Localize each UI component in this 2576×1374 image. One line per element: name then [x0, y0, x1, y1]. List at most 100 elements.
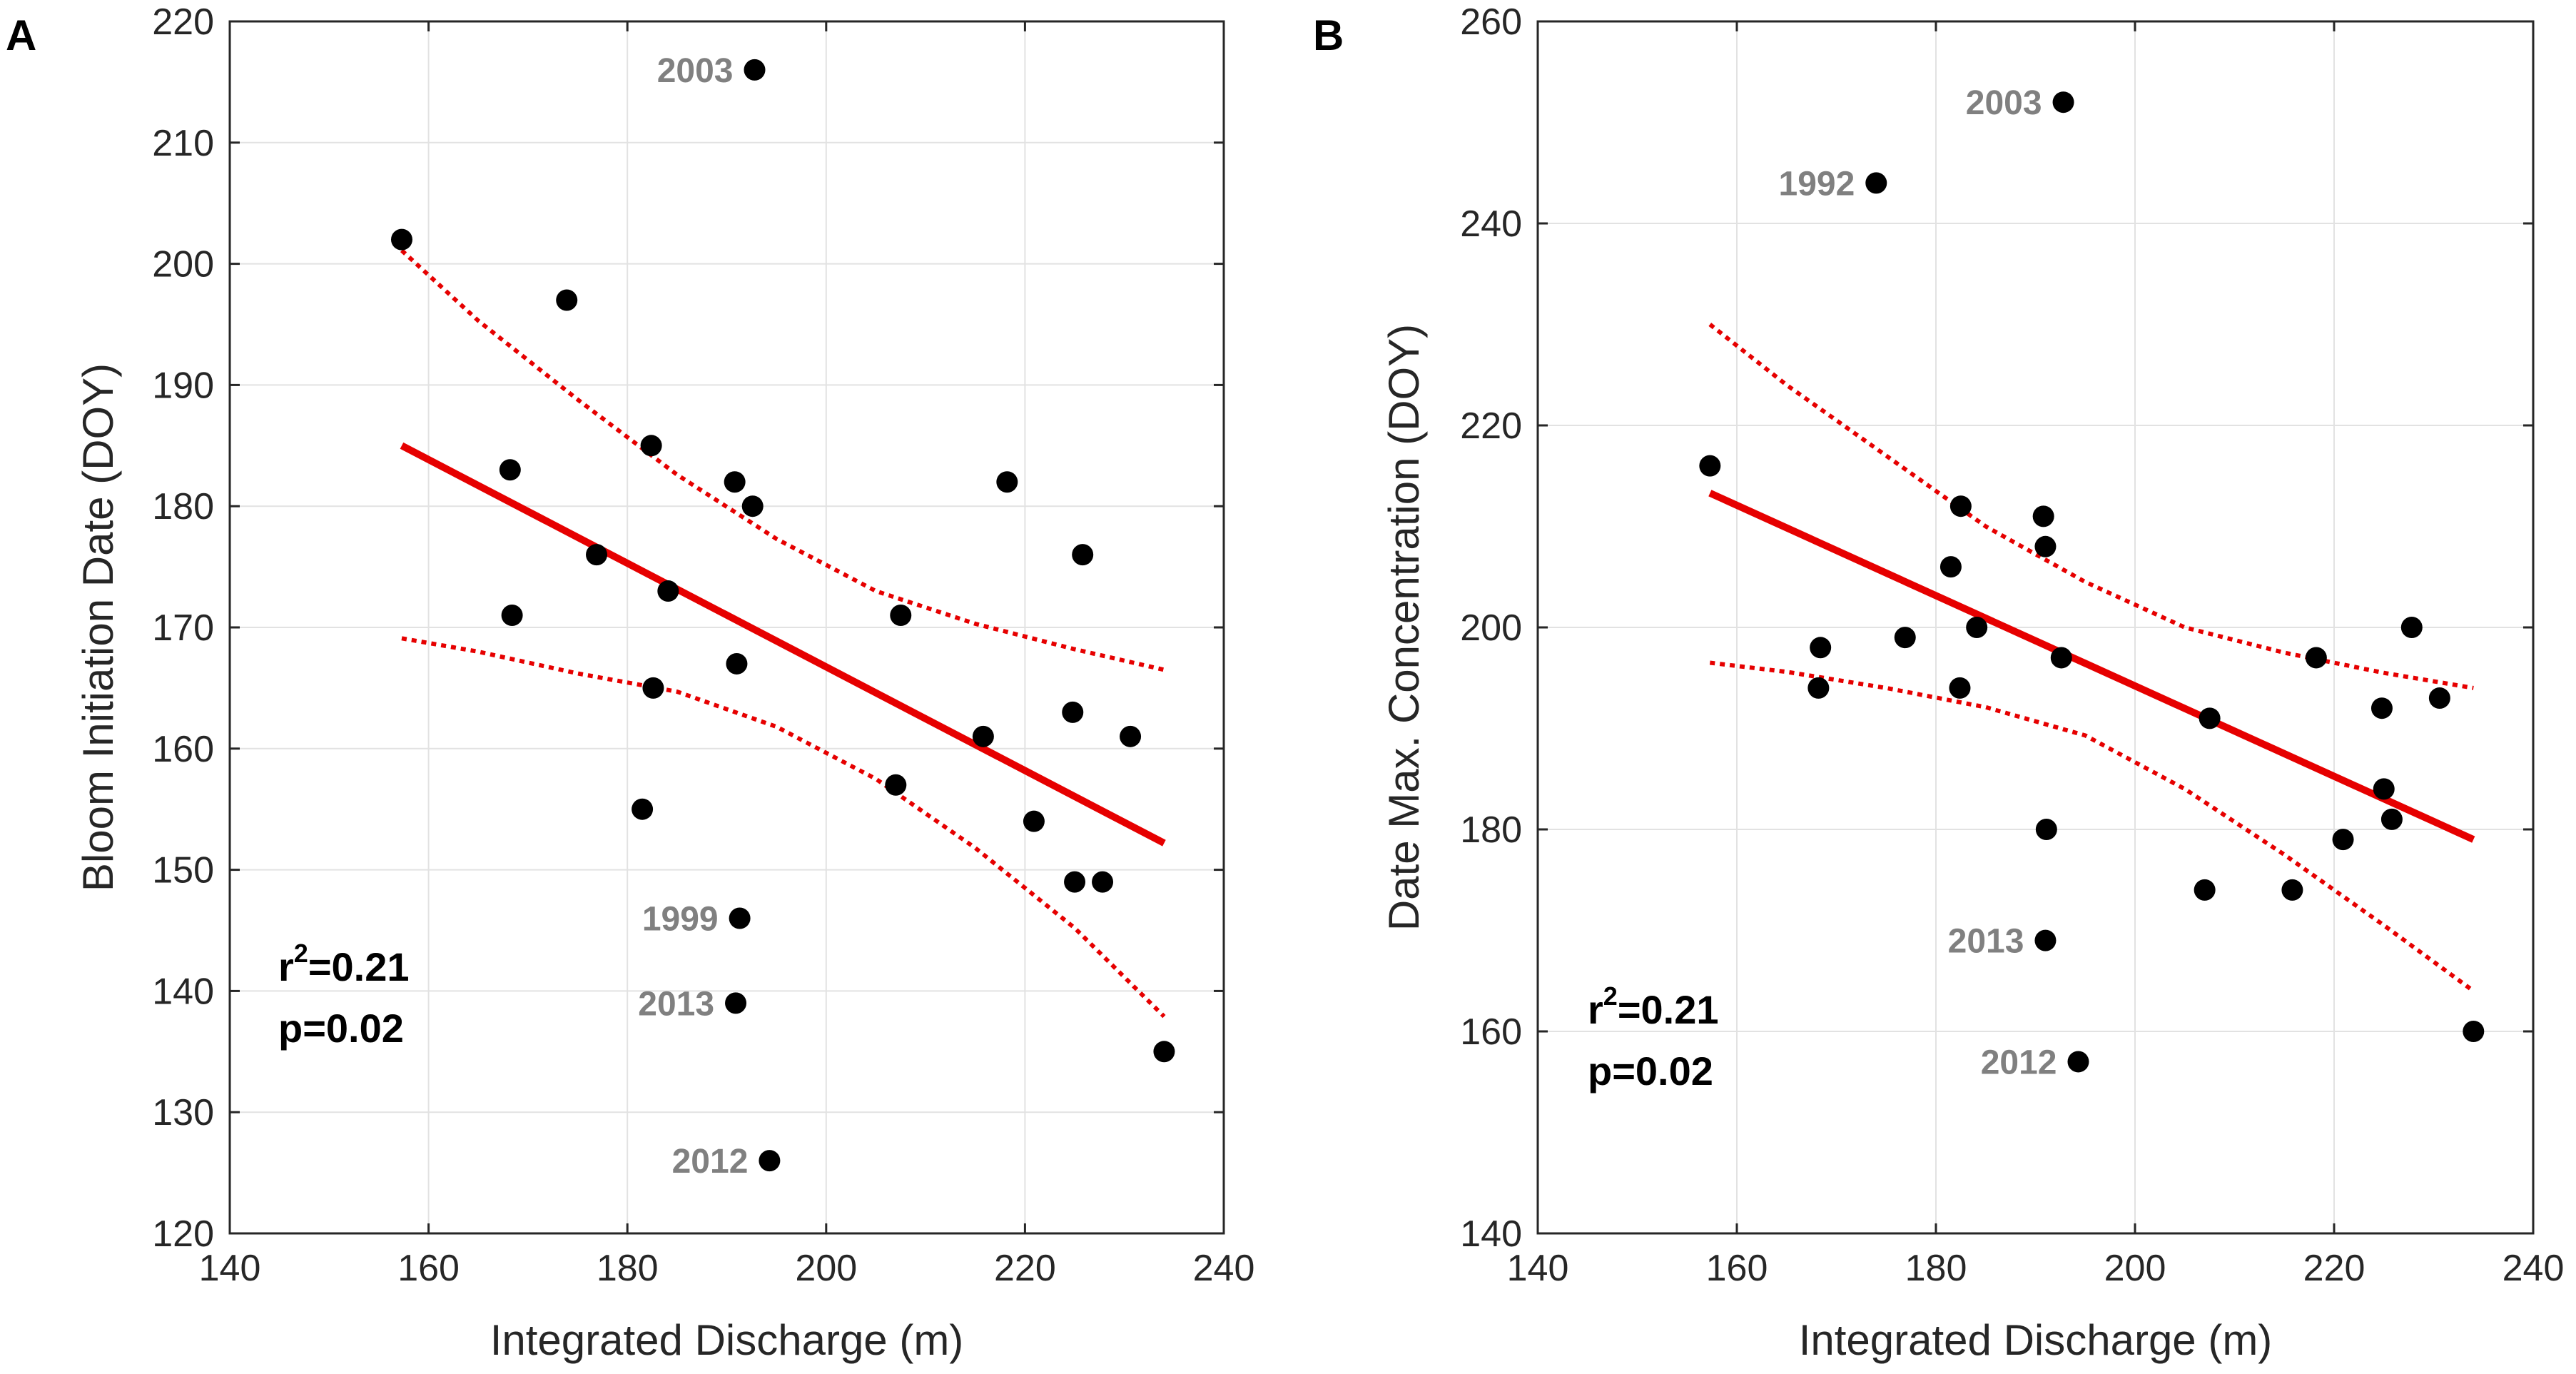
panel-a-y-axis-label: Bloom Initiation Date (DOY): [74, 363, 122, 891]
panel-a-data-point: [556, 289, 578, 311]
panel-b-x-tick-label: 140: [1507, 1248, 1569, 1289]
panel-a-x-tick-label: 160: [397, 1248, 460, 1289]
panel-a-data-point: [890, 605, 912, 627]
panel-a-data-point: [501, 605, 523, 627]
panel-b-x-tick-label: 180: [1905, 1248, 1967, 1289]
panel-b-data-point: [2463, 1021, 2485, 1042]
panel-a-data-point: [1120, 725, 1142, 747]
panel-b-y-tick-label: 200: [1460, 607, 1522, 649]
panel-a-data-point: [744, 59, 766, 81]
panel-b-year-label: 1992: [1779, 165, 1855, 203]
panel-a-x-tick-label: 200: [795, 1248, 857, 1289]
panel-b-confidence-lower-bound: [1709, 660, 2475, 993]
panel-b-y-tick-label: 220: [1460, 405, 1522, 447]
panel-a-y-tick-label: 180: [152, 486, 214, 527]
panel-a-data-point: [642, 677, 664, 699]
panel-b-data-point: [1807, 677, 1830, 699]
panel-a-year-label: 1999: [642, 901, 719, 939]
panel-a-p-value: p=0.02: [278, 1006, 404, 1051]
panel-b-data-point: [2380, 808, 2403, 830]
panel-a-r-squared-value: =0.21: [308, 944, 410, 989]
panel-a-points: [390, 59, 1175, 1172]
panel-a-confidence-upper-bound: [400, 248, 1165, 672]
panel-a-series: [400, 248, 1166, 1019]
panel-b-letter: B: [1313, 11, 1344, 59]
panel-b-data-point: [1894, 627, 1916, 649]
panel-b-data-point: [1966, 617, 1988, 638]
panel-a-grid: [229, 21, 1224, 1234]
panel-a-year-label: 2003: [657, 52, 734, 90]
panel-a-regression-line: [400, 442, 1166, 847]
panel-b-confidence-upper-bound: [1708, 323, 2474, 690]
panel-b-data-point: [2052, 91, 2074, 113]
panel-a-data-point: [1092, 871, 1114, 893]
panel-b-data-point: [1949, 677, 1971, 699]
panel-b-y-tick-label: 180: [1460, 809, 1522, 851]
panel-b-y-tick-label: 260: [1460, 1, 1522, 43]
panel-a-r-squared: r2=0.21: [278, 939, 410, 989]
panel-a-data-point: [1064, 871, 1086, 893]
panel-b-annotations: 2003 1992 2013 2012: [1779, 84, 2057, 1081]
panel-a-y-tick-label: 160: [152, 729, 214, 770]
panel-b-data-point: [2032, 505, 2054, 527]
panel-b-r-squared-superscript: 2: [1603, 981, 1618, 1011]
panel-b-data-point: [2194, 879, 2216, 901]
panel-a-data-point: [726, 652, 748, 675]
panel-b-y-tick-label: 160: [1460, 1011, 1522, 1053]
panel-a-data-point: [632, 798, 654, 820]
panel-a-data-point: [586, 544, 608, 566]
panel-b-data-point: [2332, 829, 2354, 851]
panel-a-x-axis-label: Integrated Discharge (m): [490, 1316, 964, 1364]
panel-a-y-tick-label: 200: [152, 244, 214, 286]
panel-a-data-point: [1153, 1041, 1175, 1063]
panel-a-y-tick-label: 130: [152, 1092, 214, 1133]
panel-a-data-point: [1062, 701, 1084, 723]
panel-b-data-point: [1810, 637, 1832, 659]
panel-a-data-point: [724, 471, 746, 493]
panel-a-x-tick-label: 240: [1193, 1248, 1255, 1289]
panel-b-ticks: 140 160 180 200 220 240 140 160 180 200 220 240 260: [1460, 1, 2564, 1289]
panel-b-y-tick-label: 140: [1460, 1213, 1522, 1255]
panel-b-data-point: [1699, 455, 1721, 477]
panel-a-y-tick-label: 210: [152, 123, 214, 164]
panel-a-data-point: [885, 774, 907, 796]
panel-b-p-value: p=0.02: [1588, 1049, 1713, 1093]
panel-b-year-label: 2012: [1981, 1044, 2057, 1081]
panel-a-y-tick-label: 170: [152, 607, 214, 649]
panel-b-x-tick-label: 160: [1706, 1248, 1768, 1289]
panel-b-data-point: [2305, 647, 2327, 669]
panel-a-r-squared-superscript: 2: [294, 939, 308, 968]
panel-a-year-label: 2012: [672, 1143, 749, 1181]
panel-a-data-point: [390, 228, 412, 251]
panel-a-ticks: 140 160 180 200 220 240 120 130 140 150 160 170 180 1…: [152, 1, 1254, 1289]
panel-b-year-label: 2013: [1948, 923, 2024, 961]
panel-a-y-tick-label: 150: [152, 850, 214, 891]
panel-a: A 140 160 180 200 220 240 120 130 140 150 160 170 18…: [6, 1, 1254, 1364]
panel-a-data-point: [996, 471, 1018, 493]
panel-b-data-point: [2370, 697, 2393, 719]
panel-a-y-tick-label: 140: [152, 971, 214, 1012]
panel-a-y-tick-label: 190: [152, 365, 214, 406]
panel-a-data-point: [741, 495, 764, 517]
panel-b-regression-line: [1708, 490, 2475, 843]
panel-a-annotations: 2003 1999 2013 2012: [638, 52, 748, 1181]
panel-a-data-point: [759, 1150, 781, 1172]
panel-b-data-point: [2428, 687, 2450, 709]
panel-b-r-squared-value: =0.21: [1618, 987, 1719, 1032]
panel-b-points: [1699, 91, 2485, 1073]
panel-b-series: [1708, 323, 2475, 993]
panel-b-x-tick-label: 200: [2104, 1248, 2166, 1289]
panel-b-x-axis-label: Integrated Discharge (m): [1799, 1316, 2273, 1364]
panel-a-data-point: [657, 580, 679, 602]
panel-b-data-point: [2034, 929, 2057, 951]
panel-a-x-tick-label: 220: [994, 1248, 1056, 1289]
panel-a-data-point: [729, 907, 751, 929]
panel-b-data-point: [1939, 556, 1962, 578]
panel-b-y-axis-label: Date Max. Concentration (DOY): [1380, 324, 1428, 931]
panel-a-y-tick-label: 120: [152, 1213, 214, 1255]
panel-a-x-tick-label: 180: [597, 1248, 659, 1289]
panel-a-r-squared-symbol: r: [278, 944, 294, 989]
panel-b-r-squared-symbol: r: [1588, 987, 1603, 1032]
panel-b-data-point: [2400, 617, 2423, 638]
